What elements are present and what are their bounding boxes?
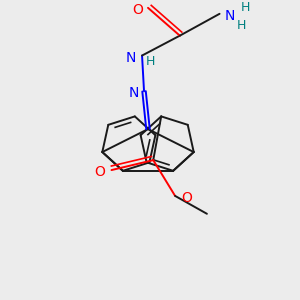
Text: N: N <box>129 86 139 100</box>
Text: N: N <box>126 50 136 64</box>
Text: O: O <box>182 191 193 205</box>
Text: H: H <box>237 19 246 32</box>
Text: O: O <box>133 3 143 17</box>
Text: O: O <box>94 165 105 179</box>
Text: H: H <box>145 55 155 68</box>
Text: H: H <box>241 1 250 14</box>
Text: N: N <box>224 9 235 23</box>
